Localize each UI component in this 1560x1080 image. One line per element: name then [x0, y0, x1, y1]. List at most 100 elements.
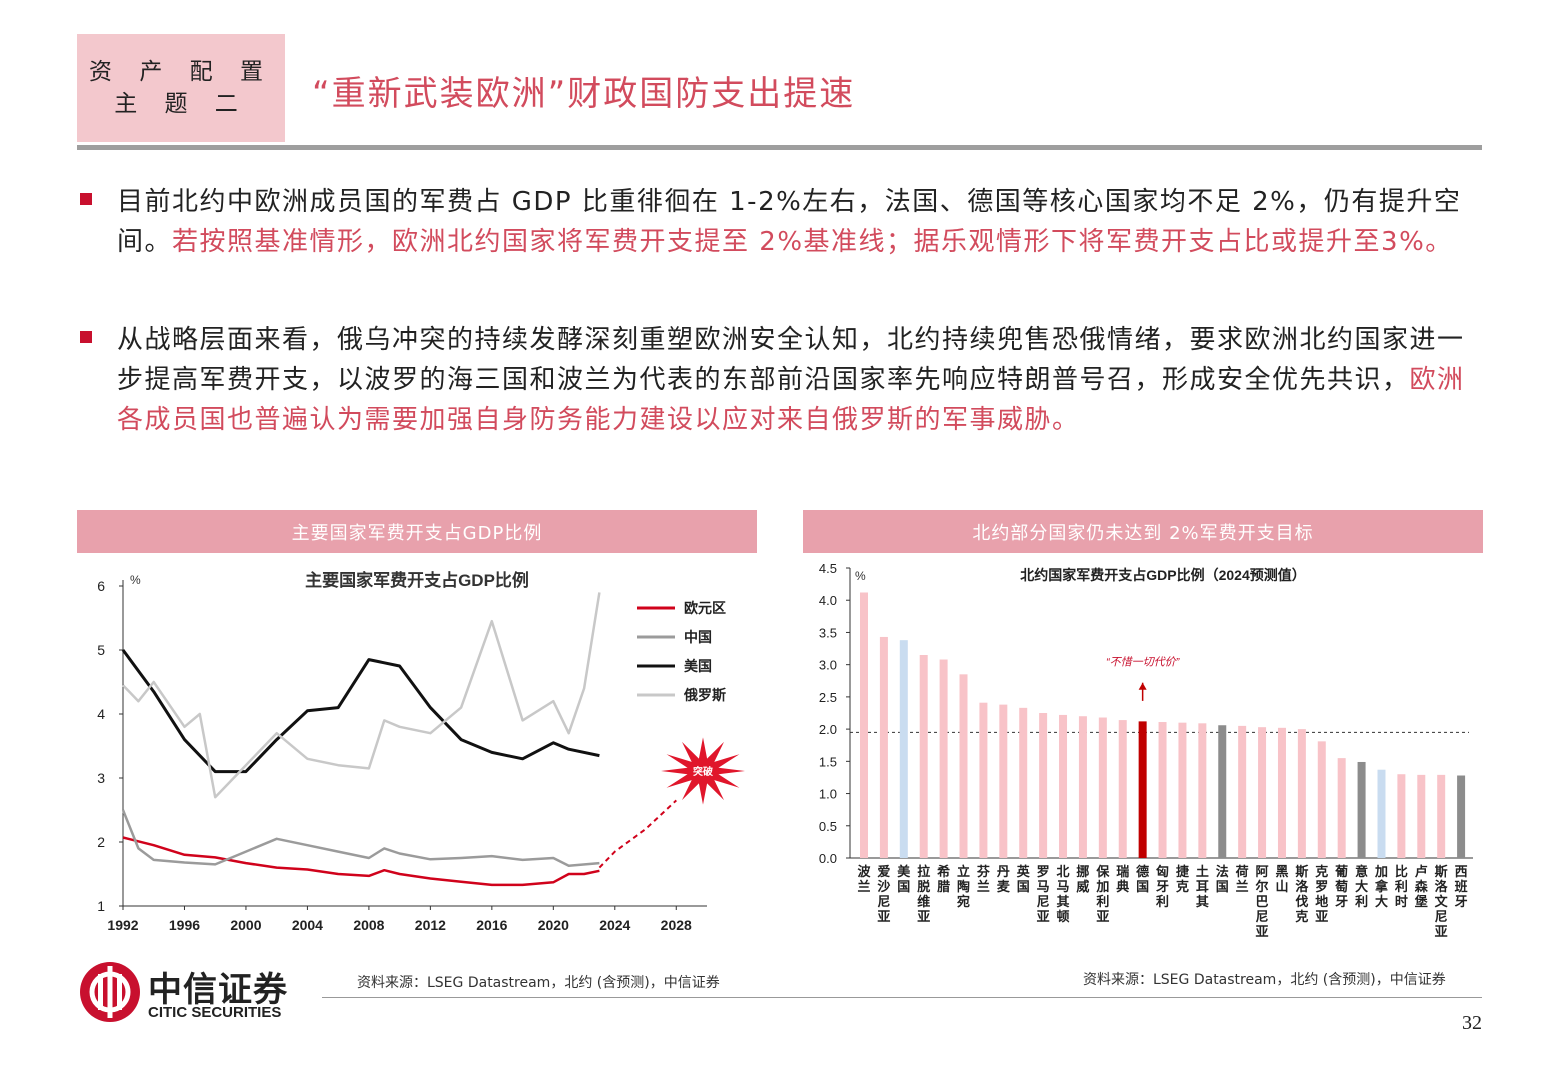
bar-匈牙利	[1158, 722, 1167, 858]
bar-罗马尼亚	[1039, 713, 1048, 858]
logo-en-text: CITIC SECURITIES	[148, 1004, 282, 1021]
x-tick-label: 挪威	[1076, 864, 1089, 894]
page-title: “重新武装欧洲”财政国防支出提速	[312, 74, 856, 114]
bar-土耳其	[1198, 723, 1207, 858]
section-tag: 资 产 配 置 主 题 二	[77, 34, 285, 142]
bar-葡萄牙	[1337, 758, 1346, 858]
series-line-欧元区	[122, 836, 600, 887]
bar-chart-annotation: “不惜一切代价”	[1106, 655, 1181, 668]
y-tick-label: 4	[97, 706, 105, 722]
bar-英国	[1019, 707, 1028, 858]
bar-荷兰	[1238, 725, 1247, 858]
line-chart-title: 主要国家军费开支占GDP比例	[305, 570, 529, 590]
bar-chart: 北约国家军费开支占GDP比例（2024预测值） % 0.0 0.5 1.0 1.5 2.…	[819, 561, 1473, 939]
bar-波兰	[860, 592, 868, 858]
bar-立陶宛	[959, 674, 968, 858]
bar-意大利	[1357, 761, 1366, 858]
page-number: 32	[1462, 1012, 1482, 1034]
bar-chart-ylabel: %	[855, 569, 866, 583]
x-tick-label: 美国	[897, 864, 911, 894]
x-tick-label: 爱沙尼亚	[877, 864, 890, 924]
y-tick-label: 2.5	[819, 690, 837, 705]
x-tick-label: 2000	[230, 917, 261, 933]
bar-美国	[899, 640, 908, 858]
x-tick-label: 芬兰	[976, 864, 991, 894]
x-tick-label: 比利时	[1395, 864, 1408, 909]
x-tick-label: 波兰	[857, 864, 871, 894]
y-tick-label: 1.0	[819, 787, 837, 802]
section-tag-line1: 资 产 配 置	[89, 59, 273, 85]
bullet-2-highlight: 欧洲各成员国也普遍认为需要加强自身防务能力建设以应对来自俄罗斯的军事威胁。	[117, 365, 1465, 435]
x-tick-label: 克罗地亚	[1315, 864, 1328, 924]
x-tick-label: 2004	[292, 917, 323, 933]
x-tick-label: 2028	[661, 917, 692, 933]
citic-logo-icon	[80, 962, 140, 1022]
bar-挪威	[1078, 716, 1087, 858]
logo-cn-text: 中信证券	[148, 970, 288, 1010]
y-tick-label: 1.5	[819, 754, 837, 769]
left-panel-header: 主要国家军费开支占GDP比例	[77, 510, 757, 553]
x-tick-label: 2020	[538, 917, 569, 933]
left-source: 资料来源：LSEG Datastream，北约 (含预测)，中信证券	[357, 975, 720, 991]
breakthrough-burst: 突破	[661, 737, 745, 805]
x-tick-label: 土耳其	[1196, 864, 1209, 909]
line-chart: 主要国家军费开支占GDP比例 % 1 2 3 4 5 6 1992 1996 2000 2004 2…	[97, 570, 745, 933]
series-line-中国	[121, 809, 600, 867]
legend-label: 俄罗斯	[683, 687, 726, 703]
series-line-俄罗斯	[122, 592, 601, 799]
annotation-arrow	[1138, 682, 1147, 701]
x-tick-label: 西班牙	[1455, 864, 1468, 909]
x-tick-label: 拉脱维亚	[917, 864, 930, 924]
x-tick-label: 捷克	[1176, 864, 1190, 894]
series-line-美国	[121, 649, 600, 774]
y-tick-label: 4.5	[819, 561, 837, 576]
x-tick-label: 法国	[1216, 864, 1229, 894]
bullet-marker	[80, 193, 92, 205]
x-tick-label: 意大利	[1355, 864, 1368, 909]
bar-西班牙	[1457, 775, 1466, 858]
bar-德国	[1138, 721, 1147, 858]
y-tick-label: 3.0	[819, 658, 837, 673]
bar-芬兰	[979, 702, 988, 858]
bar-chart-title: 北约国家军费开支占GDP比例（2024预测值）	[1020, 567, 1305, 583]
x-tick-label: 卢森堡	[1415, 864, 1429, 909]
bullet-2: 从战略层面来看，俄乌冲突的持续发酵深刻重塑欧洲安全认知，北约持续兜售恐俄情绪，要…	[80, 320, 1480, 440]
section-tag-line2: 主 题 二	[114, 91, 248, 117]
bar-黑山	[1277, 727, 1286, 858]
x-tick-label: 2024	[599, 917, 630, 933]
x-tick-label: 罗马尼亚	[1037, 864, 1050, 924]
right-panel-header: 北约部分国家仍未达到 2%军费开支目标	[803, 510, 1483, 553]
y-tick-label: 5	[97, 642, 105, 658]
line-chart-ylabel: %	[130, 573, 141, 587]
bar-斯洛伐克	[1297, 729, 1306, 858]
x-tick-label: 阿尔巴尼亚	[1256, 864, 1269, 939]
bar-法国	[1218, 725, 1227, 858]
bar-阿尔巴尼亚	[1258, 727, 1267, 858]
bar-丹麦	[999, 704, 1008, 858]
bullet-marker	[80, 331, 92, 343]
x-tick-label: 英国	[1016, 864, 1031, 894]
bar-保加利亚	[1098, 717, 1107, 858]
x-tick-label: 2016	[476, 917, 507, 933]
bar-比利时	[1397, 774, 1406, 858]
bar-捷克	[1178, 722, 1187, 858]
y-tick-label: 3	[97, 770, 105, 786]
legend-label: 中国	[684, 629, 712, 645]
x-tick-label: 希腊	[937, 864, 950, 894]
x-tick-label: 葡萄牙	[1334, 864, 1348, 909]
footer-divider	[322, 997, 1482, 998]
x-tick-label: 加拿大	[1374, 864, 1389, 909]
x-tick-label: 1996	[169, 917, 200, 933]
x-tick-label: 斯洛文尼亚	[1435, 864, 1449, 939]
legend-label: 美国	[684, 658, 712, 674]
logo: 中信证券 CITIC SECURITIES	[78, 958, 318, 1028]
y-tick-label: 1	[97, 898, 105, 914]
burst-shape	[661, 737, 745, 805]
y-tick-label: 6	[97, 578, 105, 594]
y-tick-label: 3.5	[819, 625, 837, 640]
x-tick-label: 保加利亚	[1095, 864, 1110, 924]
x-tick-label: 2012	[415, 917, 446, 933]
bar-加拿大	[1377, 769, 1386, 858]
right-source: 资料来源：LSEG Datastream，北约 (含预测)，中信证券	[1083, 972, 1446, 988]
x-tick-label: 匈牙利	[1156, 864, 1169, 909]
